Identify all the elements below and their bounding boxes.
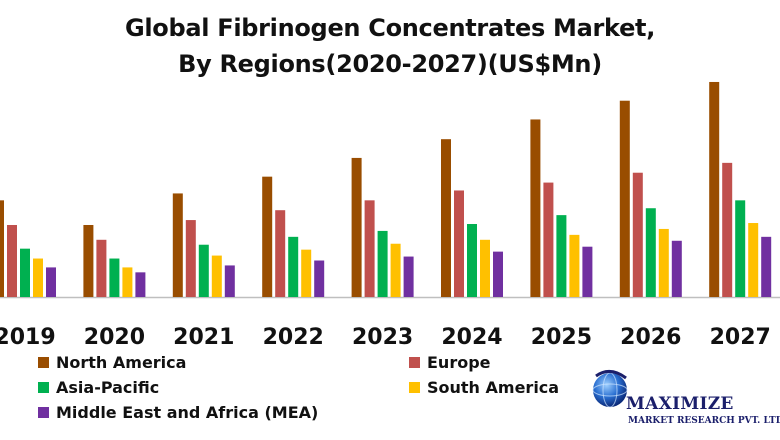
bar-asia-pacific-2025 bbox=[556, 215, 567, 297]
logo-subtitle: MARKET RESEARCH PVT. LTD. bbox=[628, 416, 780, 426]
x-tick-label: 2026 bbox=[620, 325, 681, 350]
bar-south-america-2023 bbox=[390, 243, 401, 297]
bar-north-america-2024 bbox=[441, 139, 451, 297]
bar-north-america-2026 bbox=[619, 100, 630, 297]
bar-europe-2020 bbox=[96, 239, 107, 297]
x-tick-label: 2022 bbox=[263, 325, 324, 350]
x-tick-label: 2021 bbox=[173, 325, 234, 350]
bar-middle-east-and-africa-mea--2020 bbox=[135, 272, 146, 297]
bar-south-america-2019 bbox=[33, 258, 43, 297]
bar-south-america-2027 bbox=[748, 223, 759, 297]
chart-subtitle: By Regions(2020-2027)(US$Mn) bbox=[178, 50, 602, 78]
legend-label: North America bbox=[56, 353, 186, 372]
bar-north-america-2021 bbox=[172, 193, 183, 297]
bar-asia-pacific-2026 bbox=[645, 208, 656, 297]
bar-asia-pacific-2023 bbox=[377, 230, 388, 297]
legend-swatch bbox=[38, 357, 49, 368]
x-tick-label: 2027 bbox=[710, 325, 771, 350]
bar-europe-2019 bbox=[7, 224, 17, 297]
bar-europe-2022 bbox=[275, 210, 286, 297]
bar-middle-east-and-africa-mea--2027 bbox=[761, 236, 772, 297]
bar-middle-east-and-africa-mea--2022 bbox=[314, 260, 325, 297]
bar-middle-east-and-africa-mea--2025 bbox=[582, 246, 593, 297]
bar-south-america-2022 bbox=[301, 249, 312, 297]
bar-europe-2021 bbox=[185, 220, 196, 297]
bar-south-america-2021 bbox=[211, 255, 222, 297]
bar-europe-2023 bbox=[364, 200, 375, 297]
bar-middle-east-and-africa-mea--2026 bbox=[671, 240, 682, 297]
legend-label: Middle East and Africa (MEA) bbox=[56, 403, 318, 422]
bar-asia-pacific-2020 bbox=[109, 258, 120, 297]
bar-europe-2025 bbox=[543, 182, 554, 297]
bar-north-america-2027 bbox=[709, 81, 720, 298]
bar-north-america-2023 bbox=[351, 157, 362, 297]
x-tick-label: 2023 bbox=[352, 325, 413, 350]
bar-asia-pacific-2019 bbox=[20, 248, 30, 297]
x-tick-label: 2025 bbox=[531, 325, 592, 350]
bar-middle-east-and-africa-mea--2024 bbox=[493, 251, 503, 297]
bar-north-america-2019 bbox=[0, 200, 4, 297]
x-tick-label: 2020 bbox=[84, 325, 145, 350]
x-tick-label: 2019 bbox=[0, 325, 56, 350]
logo-name: MAXIMIZE bbox=[626, 394, 734, 414]
bar-asia-pacific-2021 bbox=[198, 244, 209, 297]
bar-asia-pacific-2027 bbox=[735, 200, 746, 297]
bar-europe-2026 bbox=[632, 172, 643, 297]
globe-icon bbox=[592, 370, 628, 408]
bar-asia-pacific-2022 bbox=[288, 236, 299, 297]
bar-europe-2027 bbox=[722, 162, 733, 297]
chart-title: Global Fibrinogen Concentrates Market, bbox=[124, 14, 656, 42]
bar-europe-2024 bbox=[454, 190, 464, 297]
legend-label: South America bbox=[427, 378, 559, 397]
bar-north-america-2022 bbox=[262, 176, 273, 297]
bar-asia-pacific-2024 bbox=[467, 224, 477, 297]
bar-south-america-2025 bbox=[569, 234, 580, 297]
legend-swatch bbox=[409, 382, 420, 393]
bar-south-america-2026 bbox=[658, 228, 669, 297]
x-tick-label: 2024 bbox=[441, 325, 502, 350]
legend-swatch bbox=[38, 382, 49, 393]
bar-middle-east-and-africa-mea--2019 bbox=[46, 267, 56, 297]
bar-south-america-2020 bbox=[122, 267, 133, 297]
bar-north-america-2020 bbox=[83, 224, 94, 297]
bar-north-america-2025 bbox=[530, 119, 541, 297]
legend-label: Europe bbox=[427, 353, 491, 372]
bar-middle-east-and-africa-mea--2023 bbox=[403, 256, 414, 297]
legend-swatch bbox=[38, 407, 49, 418]
legend-label: Asia-Pacific bbox=[56, 378, 159, 397]
bar-middle-east-and-africa-mea--2021 bbox=[224, 265, 235, 297]
company-logo: MAXIMIZE MARKET RESEARCH PVT. LTD. bbox=[586, 356, 780, 436]
legend-swatch bbox=[409, 357, 420, 368]
bar-south-america-2024 bbox=[480, 239, 490, 297]
